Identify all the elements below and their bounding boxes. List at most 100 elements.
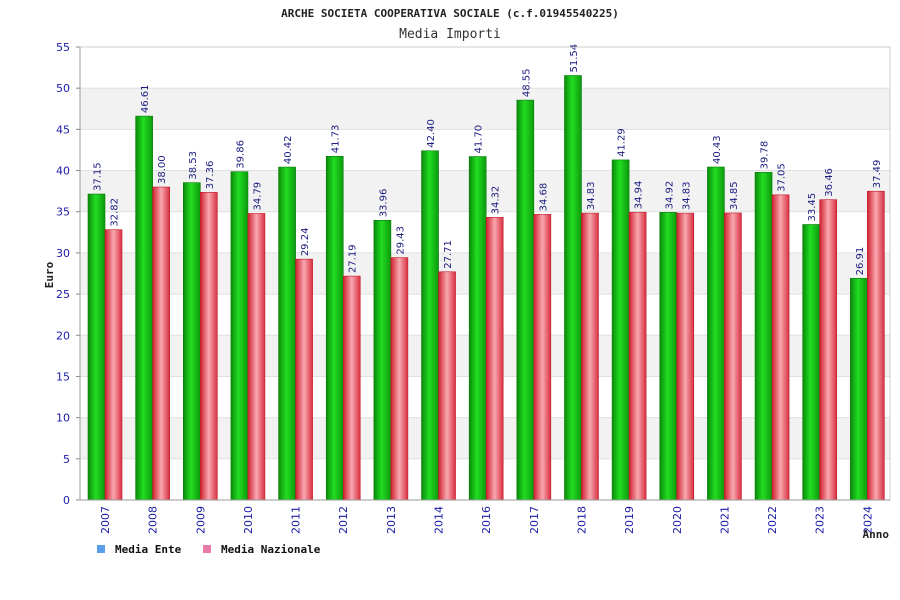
y-tick-label: 35: [56, 206, 70, 219]
legend-swatch-media-nazionale: [203, 545, 211, 553]
data-label: 37.05: [777, 163, 788, 192]
data-label: 37.36: [205, 161, 216, 190]
data-label: 46.61: [140, 84, 151, 113]
data-labels: 37.15 32.82 46.61 38.00 38.53 37.36 39.86 34.79…: [93, 44, 883, 276]
data-label: 39.78: [760, 141, 771, 170]
bar-media-ente: [278, 166, 296, 501]
data-label: 34.92: [664, 181, 675, 210]
data-label: 32.82: [110, 198, 121, 227]
bar-media-nazionale: [724, 212, 742, 501]
x-tick-label: 2011: [290, 506, 303, 534]
data-label: 34.83: [586, 181, 597, 210]
bar-media-nazionale: [295, 258, 313, 501]
y-tick-label: 5: [63, 453, 70, 466]
x-tick-label: 2013: [385, 506, 398, 534]
x-tick-label: 2017: [528, 506, 541, 534]
data-label: 34.79: [252, 182, 263, 211]
data-label: 27.71: [443, 240, 454, 269]
bar-media-nazionale: [819, 199, 838, 501]
y-tick-label: 50: [56, 82, 70, 95]
x-tick-label: 2023: [814, 506, 827, 534]
y-tick-labels: 0 5 10 15 20 25 30 35 40 45 50 55: [56, 41, 70, 507]
data-label: 38.53: [188, 151, 199, 180]
data-label: 40.42: [283, 135, 294, 164]
data-label: 34.68: [538, 183, 549, 212]
bar-media-ente: [373, 219, 392, 501]
bar-media-nazionale: [247, 213, 266, 501]
x-tick-label: 2022: [766, 506, 779, 534]
bar-media-ente: [230, 171, 249, 501]
bar-media-ente: [564, 75, 582, 501]
bar-media-nazionale: [867, 190, 885, 501]
x-axis-label: Anno: [863, 528, 890, 541]
x-tick-label: 2016: [480, 506, 493, 534]
data-label: 39.86: [235, 140, 246, 169]
x-tick-label: 2009: [194, 506, 207, 534]
bar-media-ente: [659, 212, 678, 501]
y-tick-label: 40: [56, 165, 70, 178]
bar-media-nazionale: [390, 257, 409, 501]
x-tick-labels: 2007 2008 2009 2010 2011 2012 2013 2014 2016 2017…: [99, 506, 874, 534]
bar-media-nazionale: [438, 271, 456, 501]
x-tick-label: 2012: [337, 506, 350, 534]
bar-media-ente: [754, 172, 773, 501]
bar-media-nazionale: [342, 275, 361, 501]
x-tick-label: 2018: [575, 506, 588, 534]
data-label: 29.24: [300, 228, 311, 257]
bar-media-nazionale: [152, 186, 170, 501]
grid-band: [80, 88, 890, 130]
x-tick-label: 2014: [433, 506, 446, 534]
x-tick-label: 2020: [671, 506, 684, 534]
bar-media-ente: [468, 156, 487, 501]
bar-series: [87, 75, 885, 501]
data-label: 38.00: [157, 155, 168, 184]
bar-media-nazionale: [581, 212, 599, 501]
x-tick-label: 2007: [99, 506, 112, 534]
bar-media-nazionale: [676, 212, 695, 501]
data-label: 37.49: [872, 160, 883, 189]
x-tick-label: 2010: [242, 506, 255, 534]
chart-title: ARCHE SOCIETA COOPERATIVA SOCIALE (c.f.0…: [281, 7, 619, 20]
bar-media-nazionale: [199, 191, 218, 501]
bar-media-ente: [707, 166, 725, 501]
data-label: 41.29: [617, 128, 628, 157]
data-label: 34.94: [634, 181, 645, 210]
x-tick-label: 2008: [147, 506, 160, 534]
bar-media-ente: [182, 182, 201, 501]
bar-media-ente: [802, 224, 821, 501]
bar-media-nazionale: [771, 194, 790, 501]
x-tick-label: 2021: [718, 506, 731, 534]
y-tick-label: 20: [56, 329, 70, 342]
data-label: 29.43: [395, 226, 406, 255]
data-label: 40.43: [712, 135, 723, 164]
chart-subtitle: Media Importi: [399, 27, 501, 42]
y-tick-label: 55: [56, 41, 70, 54]
axes: [76, 46, 891, 501]
bar-media-ente: [516, 99, 535, 501]
data-label: 27.19: [348, 244, 359, 273]
bar-media-nazionale: [533, 214, 552, 501]
bar-media-nazionale: [104, 229, 123, 501]
y-tick-label: 30: [56, 247, 70, 260]
x-tick-label: 2024: [861, 506, 874, 534]
data-label: 33.96: [378, 189, 389, 218]
bar-media-nazionale: [628, 211, 647, 501]
legend-label-media-nazionale: Media Nazionale: [221, 543, 321, 556]
data-label: 33.45: [807, 193, 818, 222]
data-label: 34.32: [491, 186, 502, 215]
bar-media-ente: [611, 159, 630, 501]
data-label: 41.70: [474, 125, 485, 154]
data-label: 37.15: [93, 162, 104, 191]
data-label: 34.85: [729, 181, 740, 210]
bar-media-ente: [87, 193, 106, 501]
data-label: 41.73: [331, 125, 342, 154]
x-tick-label: 2019: [623, 506, 636, 534]
data-label: 34.83: [681, 181, 692, 210]
data-label: 36.46: [824, 168, 835, 197]
bar-media-ente: [325, 155, 344, 501]
y-tick-label: 0: [63, 494, 70, 507]
data-label: 42.40: [426, 119, 437, 148]
y-tick-label: 15: [56, 370, 70, 383]
legend-swatch-media-ente: [97, 545, 105, 553]
